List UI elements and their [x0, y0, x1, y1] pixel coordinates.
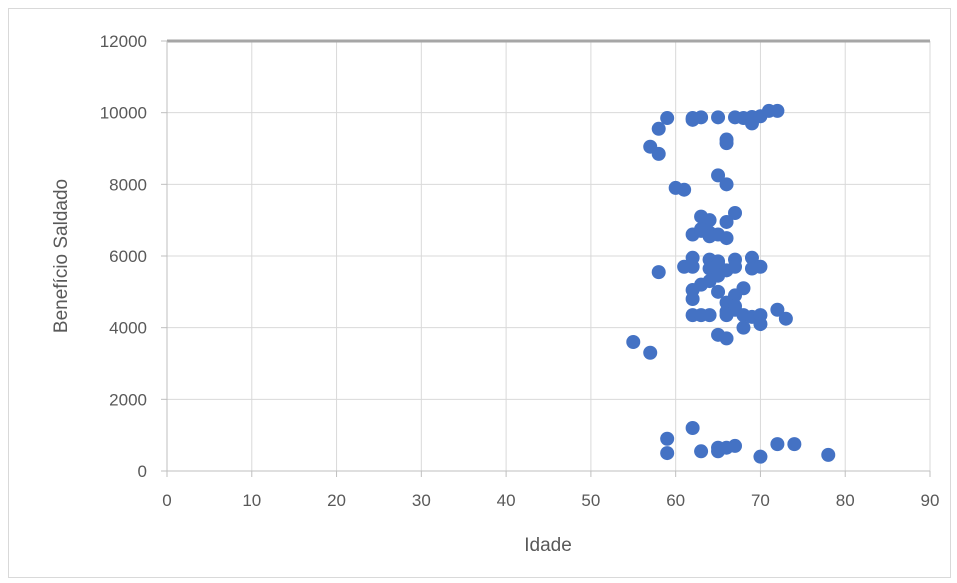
data-point [685, 292, 700, 306]
data-point [651, 265, 666, 280]
y-tick-label: 2000 [109, 390, 147, 409]
data-point [711, 168, 726, 183]
data-points [626, 103, 836, 464]
data-point [643, 345, 658, 360]
data-point [728, 259, 743, 274]
data-point [702, 229, 717, 244]
data-point [736, 320, 751, 335]
x-tick-label: 70 [751, 491, 770, 510]
data-point [753, 449, 768, 464]
data-point [719, 177, 734, 192]
x-tick-label: 30 [412, 491, 431, 510]
x-tick-label: 20 [327, 491, 346, 510]
x-tick-label: 40 [497, 491, 516, 510]
data-point [770, 103, 785, 118]
data-point [711, 284, 726, 299]
y-tick-label: 6000 [109, 247, 147, 266]
data-point [719, 214, 734, 229]
data-point [719, 308, 734, 323]
data-point [660, 446, 675, 461]
x-tick-label: 0 [162, 491, 171, 510]
data-point [685, 421, 700, 435]
x-tick-label: 60 [666, 491, 685, 510]
x-tick-label: 10 [242, 491, 261, 510]
y-tick-label: 4000 [109, 319, 147, 338]
plot-frame [161, 39, 931, 477]
chart-area [8, 8, 951, 578]
data-point [770, 437, 785, 452]
data-point [778, 311, 793, 326]
data-point [660, 431, 675, 446]
data-point [821, 447, 836, 462]
data-point [787, 437, 802, 452]
gridlines [167, 41, 931, 471]
data-point [651, 121, 666, 136]
data-point [728, 206, 743, 220]
data-point [651, 146, 666, 161]
x-axis-title: Idade [524, 535, 572, 556]
data-point [753, 259, 768, 274]
data-point [677, 182, 692, 197]
y-tick-label: 12000 [100, 32, 147, 51]
x-tick-label: 90 [921, 491, 940, 510]
y-tick-label: 10000 [100, 104, 147, 123]
data-point [702, 213, 717, 228]
data-point [694, 444, 709, 459]
data-point [719, 331, 734, 346]
data-point [770, 302, 785, 317]
y-axis-ticks: 0 2000 4000 6000 8000 10000 12000 [100, 32, 147, 481]
y-axis-title: Benefício Saldado [51, 179, 72, 333]
data-point [711, 110, 726, 125]
data-point [694, 110, 709, 125]
x-tick-label: 50 [581, 491, 600, 510]
y-tick-label: 8000 [109, 175, 147, 194]
data-point [626, 335, 641, 349]
x-tick-label: 80 [836, 491, 855, 510]
data-point [728, 438, 743, 453]
data-point [660, 111, 675, 126]
x-axis-ticks: 0 10 20 30 40 50 60 70 80 90 [162, 491, 939, 510]
data-point [744, 250, 759, 265]
data-point [753, 317, 768, 332]
data-point [719, 136, 734, 151]
data-point [719, 231, 734, 246]
data-point [685, 259, 700, 274]
data-point [702, 308, 717, 323]
y-tick-label: 0 [138, 462, 147, 481]
